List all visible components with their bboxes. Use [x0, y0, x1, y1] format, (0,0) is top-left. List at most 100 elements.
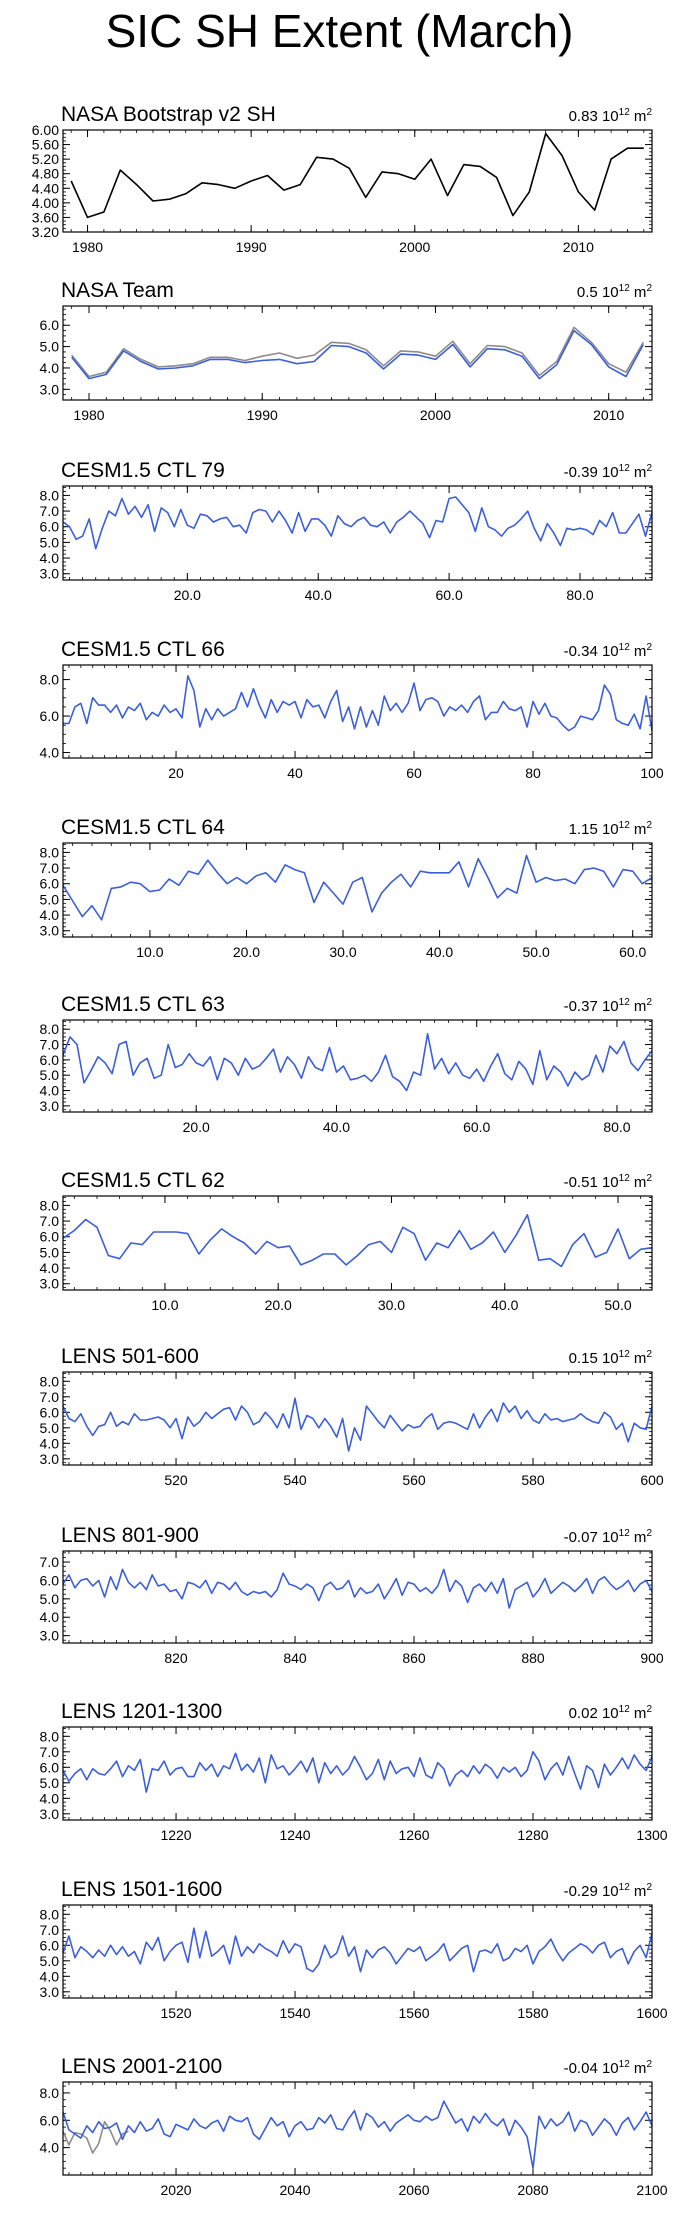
panel-trend: -0.37 1012 m2	[564, 997, 653, 1015]
trend-unit-exponent: 2	[646, 642, 652, 653]
y-tick-label: 6.0	[40, 519, 60, 535]
y-tick-label: 3.0	[40, 1628, 60, 1644]
trend-text: -0.51 10	[564, 1174, 619, 1191]
y-tick-label: 7.0	[40, 1744, 60, 1760]
y-tick-label: 4.0	[40, 360, 60, 376]
y-tick-label: 4.0	[40, 1260, 60, 1276]
x-tick-label: 40.0	[305, 587, 332, 603]
trend-text: m	[630, 1174, 647, 1191]
trend-unit-exponent: 12	[619, 463, 631, 474]
series-line	[71, 329, 645, 380]
panel-trend: 1.15 1012 m2	[569, 820, 653, 838]
trend-text: m	[630, 643, 647, 660]
x-tick-label: 2100	[636, 2182, 667, 2198]
y-tick-label: 7.0	[40, 860, 60, 876]
panel-trend: -0.07 1012 m2	[564, 1528, 653, 1546]
trend-unit-exponent: 2	[646, 107, 652, 118]
trend-text: -0.29 10	[564, 1883, 619, 1900]
series-line	[62, 2100, 653, 2169]
x-tick-label: 20.0	[174, 587, 201, 603]
y-tick-label: 5.0	[40, 1591, 60, 1607]
x-tick-label: 820	[164, 1650, 188, 1666]
panel-trend: -0.29 1012 m2	[564, 1882, 653, 1900]
trend-unit-exponent: 12	[619, 1349, 631, 1360]
x-tick-label: 860	[402, 1650, 426, 1666]
plot-frame	[62, 1019, 653, 1113]
plot-frame	[62, 129, 653, 233]
trend-unit-exponent: 12	[619, 107, 631, 118]
trend-text: 1.15 10	[569, 821, 619, 838]
y-tick-label: 6.0	[40, 1937, 60, 1953]
trend-unit-exponent: 2	[646, 1173, 652, 1184]
y-tick-label: 4.0	[40, 2140, 60, 2156]
y-tick-label: 8.0	[40, 2085, 60, 2101]
plot-frame	[62, 664, 653, 759]
y-tick-label: 8.0	[40, 844, 60, 860]
panel-title: LENS 801-900	[61, 1524, 199, 1547]
panel-trend: -0.04 1012 m2	[564, 2059, 653, 2077]
trend-text: m	[630, 108, 647, 125]
trend-text: m	[630, 284, 647, 301]
chart-panel-12: LENS 2001-2100 -0.04 1012 m2 8.0 6.0 4.0 2020…	[40, 2055, 668, 2198]
trend-text: m	[630, 1883, 647, 1900]
x-tick-label: 20.0	[183, 1119, 210, 1135]
series-line	[62, 854, 653, 921]
x-tick-label: 840	[283, 1650, 307, 1666]
chart-panel-3: CESM1.5 CTL 79 -0.39 1012 m28.07.06.05.04…	[40, 459, 653, 603]
x-tick-label: 40	[287, 765, 303, 781]
y-tick-label: 6.0	[40, 1052, 60, 1068]
y-tick-label: 3.0	[40, 1098, 60, 1114]
trend-text: -0.34 10	[564, 643, 619, 660]
x-tick-label: 2010	[593, 407, 624, 423]
y-tick-label: 5.20	[32, 151, 59, 167]
panel-title: CESM1.5 CTL 63	[61, 993, 225, 1016]
plot-frame	[62, 305, 653, 401]
trend-text: -0.07 10	[564, 1529, 619, 1546]
panel-title: LENS 501-600	[61, 1345, 199, 1368]
y-tick-label: 8.0	[40, 1373, 60, 1389]
trend-unit-exponent: 12	[619, 820, 631, 831]
plot-frame	[62, 1726, 653, 1821]
panel-trend: 0.5 1012 m2	[577, 283, 653, 301]
y-tick-label: 6.00	[32, 122, 59, 138]
chart-panel-5: CESM1.5 CTL 64 1.15 1012 m2 8.07.06.05.04.…	[40, 816, 653, 960]
series-line	[62, 1214, 653, 1268]
x-tick-label: 1520	[160, 2005, 191, 2021]
x-tick-label: 50.0	[523, 944, 550, 960]
panel-title: LENS 1501-1600	[61, 1878, 222, 1901]
y-tick-label: 8.0	[40, 672, 60, 688]
chart-panel-1: NASA Bootstrap v2 SH 0.83 1012 m2 6.005.60…	[32, 103, 653, 255]
x-tick-label: 40.0	[491, 1297, 518, 1313]
series-line	[62, 1927, 653, 1973]
series-line	[71, 326, 644, 378]
y-tick-label: 4.0	[40, 1435, 60, 1451]
series-line	[62, 1033, 653, 1092]
chart-panel-6: CESM1.5 CTL 63 -0.37 1012 m28.07.06.05.04…	[40, 993, 653, 1135]
y-tick-label: 6.0	[40, 1759, 60, 1775]
chart-panel-8: LENS 501-600 0.15 1012 m2 8.07.06.05.04.03…	[40, 1345, 664, 1488]
chart-panel-2: NASA Team 0.5 1012 m2 6.0 5.0 4.0 3.0 1980 1990…	[40, 279, 653, 423]
trend-text: m	[630, 1350, 647, 1367]
x-tick-label: 1980	[73, 407, 104, 423]
x-tick-label: 1220	[160, 1827, 191, 1843]
trend-unit-exponent: 12	[619, 1528, 631, 1539]
y-tick-label: 3.60	[32, 209, 59, 225]
panel-trend: -0.51 1012 m2	[564, 1173, 653, 1191]
trend-text: 0.15 10	[569, 1350, 619, 1367]
trend-text: m	[630, 1529, 647, 1546]
y-tick-label: 6.0	[40, 2112, 60, 2128]
plot-frame	[62, 2081, 653, 2176]
y-tick-label: 5.0	[40, 339, 60, 355]
trend-unit-exponent: 2	[646, 1882, 652, 1893]
x-tick-label: 1260	[398, 1827, 429, 1843]
trend-unit-exponent: 2	[646, 1349, 652, 1360]
y-tick-label: 5.60	[32, 137, 59, 153]
panel-trend: 0.02 1012 m2	[569, 1704, 653, 1722]
x-tick-label: 2000	[420, 407, 451, 423]
x-tick-label: 80	[525, 765, 541, 781]
y-tick-label: 7.0	[40, 1922, 60, 1938]
y-tick-label: 3.0	[40, 1276, 60, 1292]
y-tick-label: 6.0	[40, 1229, 60, 1245]
y-tick-label: 8.0	[40, 1197, 60, 1213]
y-tick-label: 3.20	[32, 224, 59, 240]
